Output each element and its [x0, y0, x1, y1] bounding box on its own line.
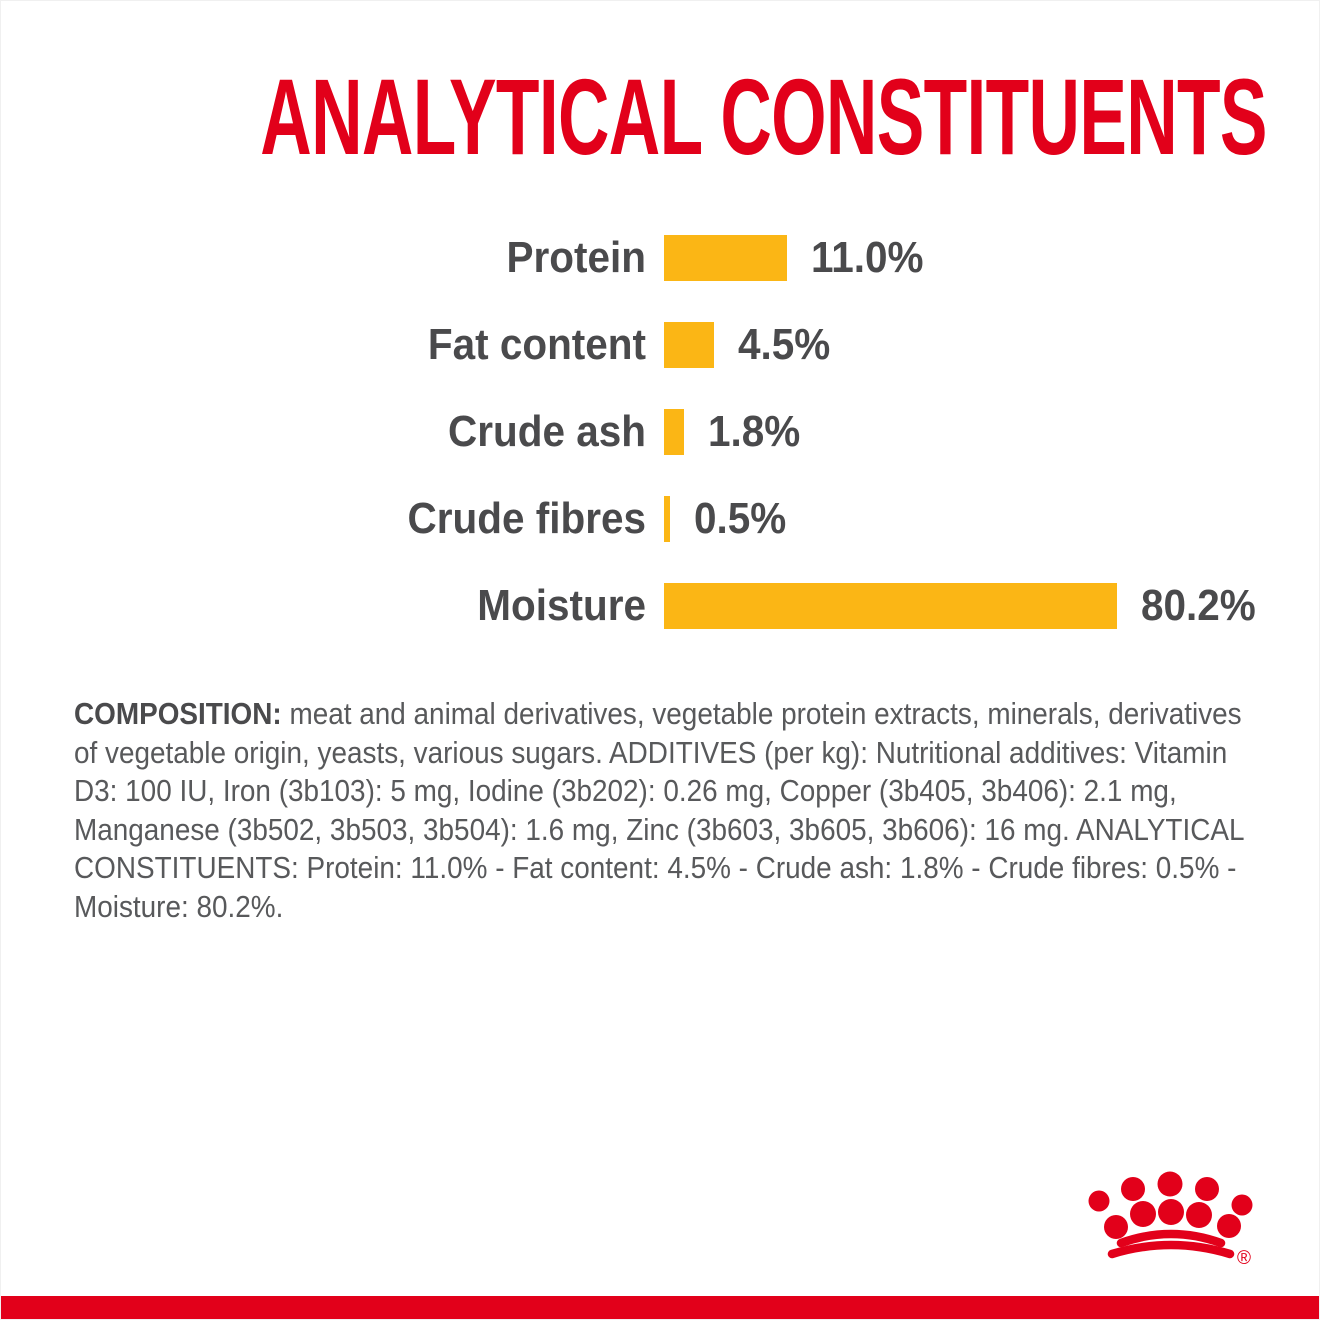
chart-bar [664, 582, 1117, 629]
chart-row-value: 80.2% [1141, 580, 1256, 630]
chart-row-label: Protein [506, 232, 646, 282]
royal-canin-crown-icon: ® [1088, 1171, 1253, 1269]
chart-row-label: Crude ash [448, 406, 646, 456]
page-title: ANALYTICAL CONSTITUENTS [1, 56, 1319, 177]
analytical-constituents-chart: Protein 11.0% Fat content 4.5% Crude ash 1.8%… [1, 214, 1319, 649]
composition-paragraph: COMPOSITION: meat and animal derivatives… [74, 695, 1244, 927]
page-title-text: ANALYTICAL CONSTITUENTS [260, 56, 1267, 177]
composition-text: meat and animal derivatives, vegetable p… [74, 696, 1244, 924]
registered-trademark-icon: ® [1237, 1248, 1251, 1269]
chart-row-value: 0.5% [693, 493, 786, 543]
chart-row-label: Crude fibres [407, 493, 646, 543]
chart-row: Protein 11.0% [1, 214, 1319, 301]
chart-row-value: 11.0% [810, 232, 924, 282]
chart-row-label: Moisture [477, 580, 646, 630]
chart-row: Moisture 80.2% [1, 562, 1319, 649]
chart-row-value: 1.8% [708, 406, 801, 456]
chart-row-label: Fat content [427, 319, 646, 369]
chart-row-value: 4.5% [738, 319, 831, 369]
chart-row: Crude ash 1.8% [1, 388, 1319, 475]
chart-bar [664, 234, 787, 281]
composition-label: COMPOSITION: [74, 696, 282, 731]
chart-row: Fat content 4.5% [1, 301, 1319, 388]
chart-row: Crude fibres 0.5% [1, 475, 1319, 562]
chart-bar [664, 408, 685, 455]
chart-bar [664, 495, 670, 542]
chart-bar [664, 321, 715, 368]
footer-red-band [1, 1296, 1319, 1319]
